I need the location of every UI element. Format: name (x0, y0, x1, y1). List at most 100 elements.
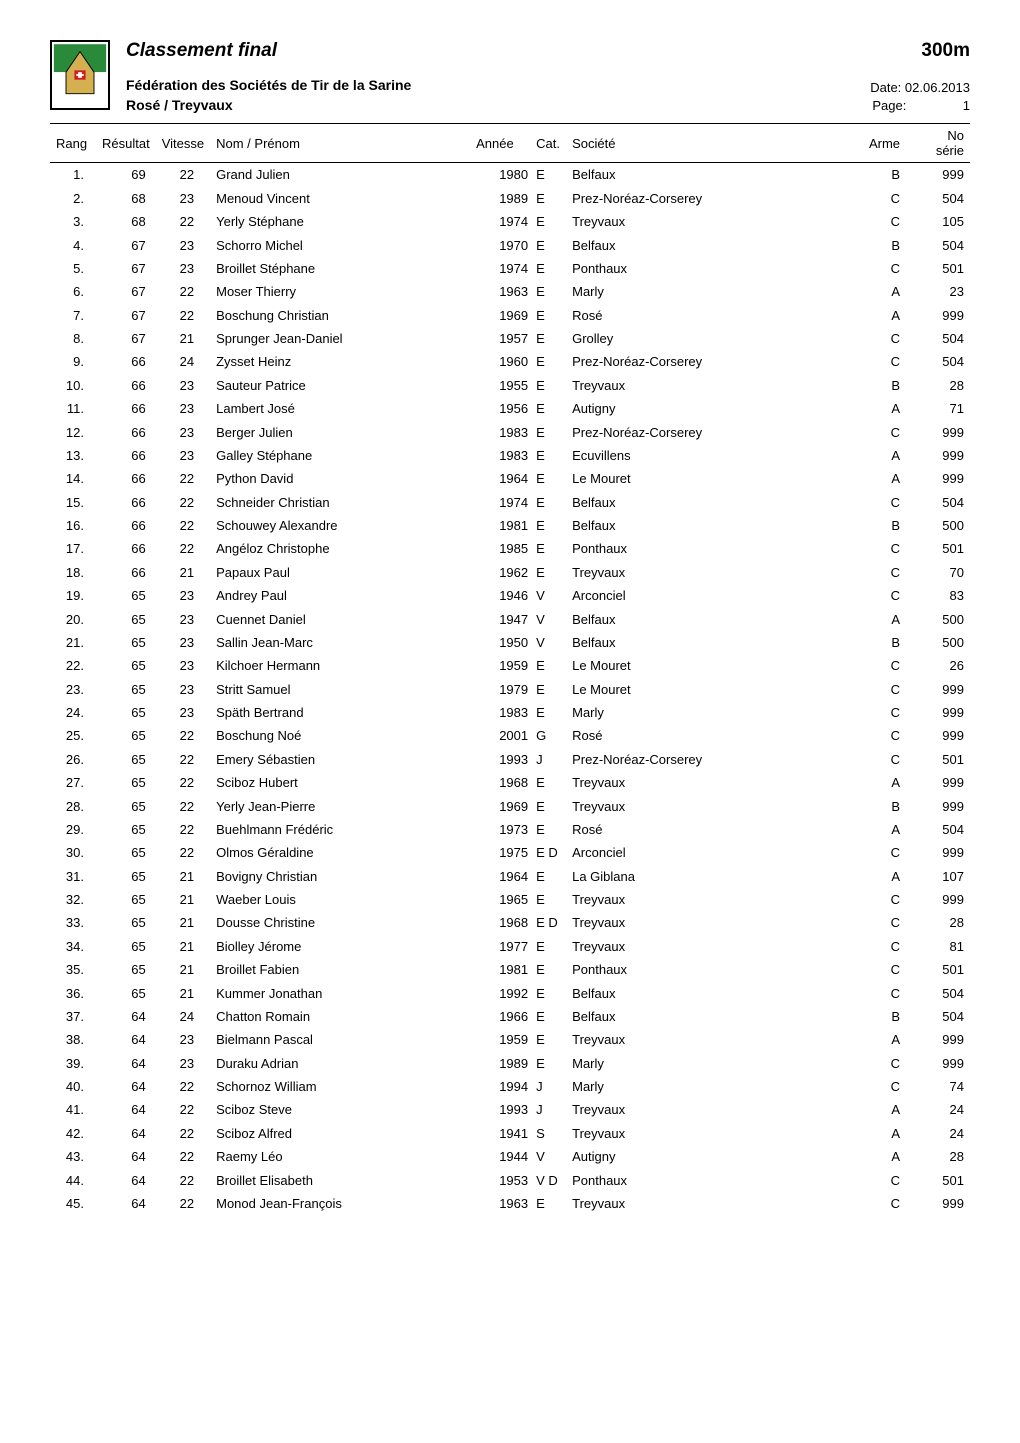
cell-arme: A (860, 397, 910, 420)
table-row: 9.6624Zysset Heinz1960EPrez-Noréaz-Corse… (50, 350, 970, 373)
table-row: 27.6522Sciboz Hubert1968ETreyvauxA999 (50, 771, 970, 794)
table-row: 3.6822Yerly Stéphane1974ETreyvauxC105 (50, 210, 970, 233)
cell-societe: Treyvaux (566, 1192, 860, 1215)
table-header: Rang Résultat Vitesse Nom / Prénom Année… (50, 124, 970, 163)
cell-nom: Andrey Paul (210, 584, 470, 607)
cell-annee: 1944 (470, 1145, 530, 1168)
table-row: 32.6521Waeber Louis1965ETreyvauxC999 (50, 888, 970, 911)
cell-societe: Treyvaux (566, 1098, 860, 1121)
date-label: Date: (870, 79, 901, 97)
col-header-cat: Cat. (530, 124, 566, 163)
cell-nom: Schorro Michel (210, 233, 470, 256)
table-row: 41.6422Sciboz Steve1993JTreyvauxA24 (50, 1098, 970, 1121)
cell-rang: 8. (50, 327, 96, 350)
cell-arme: C (860, 210, 910, 233)
cell-serie: 504 (910, 233, 970, 256)
cell-rang: 30. (50, 841, 96, 864)
table-row: 19.6523Andrey Paul1946VArconcielC83 (50, 584, 970, 607)
cell-vitesse: 22 (156, 1168, 210, 1191)
cell-arme: C (860, 490, 910, 513)
header-section: Classement final 300m Fédération des Soc… (50, 40, 970, 115)
cell-arme: C (860, 537, 910, 560)
cell-serie: 501 (910, 1168, 970, 1191)
meta-block: Date: 02.06.2013 Page: 1 (870, 79, 970, 115)
cell-vitesse: 21 (156, 935, 210, 958)
cell-cat: E (530, 864, 566, 887)
cell-rang: 25. (50, 724, 96, 747)
cell-nom: Broillet Fabien (210, 958, 470, 981)
cell-cat: E (530, 397, 566, 420)
cell-societe: Belfaux (566, 233, 860, 256)
cell-arme: A (860, 607, 910, 630)
cell-arme: C (860, 654, 910, 677)
cell-cat: E (530, 374, 566, 397)
cell-cat: E (530, 233, 566, 256)
cell-rang: 32. (50, 888, 96, 911)
cell-annee: 1993 (470, 748, 530, 771)
cell-resultat: 65 (96, 818, 156, 841)
cell-resultat: 65 (96, 748, 156, 771)
cell-rang: 21. (50, 631, 96, 654)
cell-annee: 1974 (470, 257, 530, 280)
cell-arme: C (860, 981, 910, 1004)
cell-resultat: 65 (96, 677, 156, 700)
cell-vitesse: 21 (156, 561, 210, 584)
table-row: 10.6623Sauteur Patrice1955ETreyvauxB28 (50, 374, 970, 397)
cell-resultat: 66 (96, 397, 156, 420)
cell-annee: 1968 (470, 771, 530, 794)
cell-resultat: 66 (96, 467, 156, 490)
cell-rang: 14. (50, 467, 96, 490)
cell-resultat: 65 (96, 981, 156, 1004)
cell-resultat: 66 (96, 490, 156, 513)
cell-serie: 504 (910, 1005, 970, 1028)
cell-cat: E (530, 1005, 566, 1028)
cell-arme: C (860, 748, 910, 771)
cell-annee: 1981 (470, 958, 530, 981)
cell-annee: 2001 (470, 724, 530, 747)
cell-rang: 2. (50, 187, 96, 210)
cell-rang: 45. (50, 1192, 96, 1215)
cell-nom: Sprunger Jean-Daniel (210, 327, 470, 350)
cell-societe: La Giblana (566, 864, 860, 887)
cell-societe: Treyvaux (566, 771, 860, 794)
cell-nom: Stritt Samuel (210, 677, 470, 700)
col-header-nom: Nom / Prénom (210, 124, 470, 163)
cell-resultat: 66 (96, 420, 156, 443)
table-row: 29.6522Buehlmann Frédéric1973ERoséA504 (50, 818, 970, 841)
table-row: 20.6523Cuennet Daniel1947VBelfauxA500 (50, 607, 970, 630)
cell-vitesse: 23 (156, 444, 210, 467)
cell-societe: Le Mouret (566, 654, 860, 677)
cell-vitesse: 23 (156, 607, 210, 630)
cell-nom: Späth Bertrand (210, 701, 470, 724)
cell-vitesse: 22 (156, 794, 210, 817)
cell-rang: 6. (50, 280, 96, 303)
category-name: Rosé / Treyvaux (126, 96, 411, 116)
col-header-vitesse: Vitesse (156, 124, 210, 163)
cell-cat: E D (530, 841, 566, 864)
cell-annee: 1956 (470, 397, 530, 420)
cell-serie: 504 (910, 818, 970, 841)
cell-annee: 1983 (470, 701, 530, 724)
cell-nom: Yerly Stéphane (210, 210, 470, 233)
cell-societe: Belfaux (566, 1005, 860, 1028)
cell-annee: 1959 (470, 1028, 530, 1051)
cell-rang: 29. (50, 818, 96, 841)
cell-cat: E (530, 981, 566, 1004)
results-table: Rang Résultat Vitesse Nom / Prénom Année… (50, 123, 970, 1215)
cell-annee: 1957 (470, 327, 530, 350)
cell-annee: 1977 (470, 935, 530, 958)
cell-societe: Marly (566, 1075, 860, 1098)
cell-resultat: 66 (96, 561, 156, 584)
cell-vitesse: 23 (156, 631, 210, 654)
cell-serie: 26 (910, 654, 970, 677)
table-row: 44.6422Broillet Elisabeth1953V DPonthaux… (50, 1168, 970, 1191)
cell-serie: 28 (910, 911, 970, 934)
table-row: 12.6623Berger Julien1983EPrez-Noréaz-Cor… (50, 420, 970, 443)
cell-serie: 999 (910, 420, 970, 443)
cell-serie: 999 (910, 303, 970, 326)
cell-annee: 1969 (470, 303, 530, 326)
cell-annee: 1963 (470, 1192, 530, 1215)
table-row: 28.6522Yerly Jean-Pierre1969ETreyvauxB99… (50, 794, 970, 817)
table-row: 14.6622Python David1964ELe MouretA999 (50, 467, 970, 490)
cell-nom: Kummer Jonathan (210, 981, 470, 1004)
